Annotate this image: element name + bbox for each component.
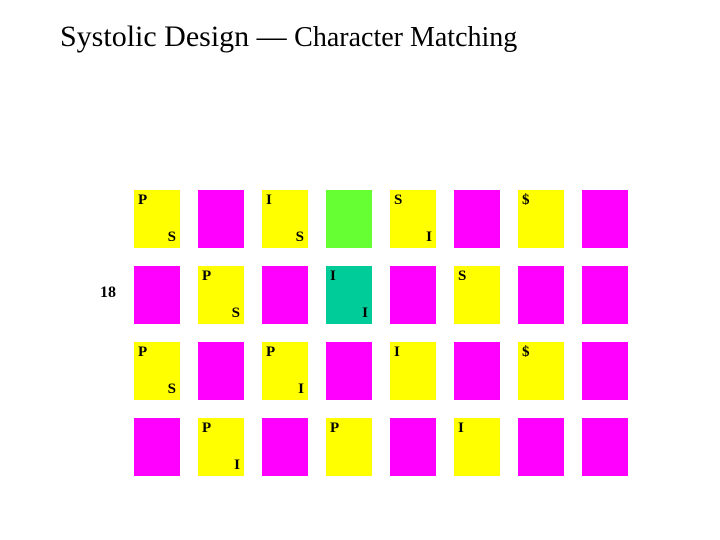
cell-top-left-char: $ — [522, 344, 530, 361]
title-sub: Character Matching — [294, 22, 517, 53]
grid-cell — [582, 266, 628, 324]
cell-top-left-char: P — [266, 344, 275, 361]
cell-bottom-right-char: I — [426, 229, 432, 246]
grid-cell: $ — [518, 190, 564, 248]
grid-cell: IS — [262, 190, 308, 248]
slide-title: Systolic Design — Character Matching — [60, 20, 517, 54]
cell-bottom-right-char: S — [296, 229, 304, 246]
grid-cell — [198, 190, 244, 248]
cell-bottom-right-char: S — [168, 381, 176, 398]
cell-top-left-char: P — [138, 344, 147, 361]
grid-cell — [326, 342, 372, 400]
grid-cell — [454, 190, 500, 248]
cell-top-left-char: I — [394, 344, 400, 361]
grid-row: PSPII$ — [100, 342, 646, 400]
cell-bottom-right-char: S — [168, 229, 176, 246]
grid-cell: $ — [518, 342, 564, 400]
cell-top-left-char: I — [458, 420, 464, 437]
grid-row: 18PSIIS — [100, 266, 646, 324]
cell-top-left-char: P — [330, 420, 339, 437]
cell-bottom-right-char: I — [298, 381, 304, 398]
cell-top-left-char: P — [202, 268, 211, 285]
row-label — [100, 190, 130, 208]
grid-cell: PS — [198, 266, 244, 324]
cell-bottom-right-char: I — [234, 457, 240, 474]
grid-cell: I — [390, 342, 436, 400]
grid-cell — [518, 266, 564, 324]
title-main: Systolic Design — [60, 20, 249, 53]
grid-cell: II — [326, 266, 372, 324]
cell-bottom-right-char: I — [362, 305, 368, 322]
grid-cell — [134, 266, 180, 324]
grid-cell — [390, 266, 436, 324]
grid-cell: S — [454, 266, 500, 324]
row-label — [100, 342, 130, 360]
grid-cell — [198, 342, 244, 400]
grid-cell — [134, 418, 180, 476]
grid-cell — [518, 418, 564, 476]
grid-cell — [454, 342, 500, 400]
row-label — [100, 418, 130, 436]
grid-cell: PI — [198, 418, 244, 476]
cell-top-left-char: S — [458, 268, 466, 285]
grid-cell: P — [326, 418, 372, 476]
cell-top-left-char: P — [202, 420, 211, 437]
cell-top-left-char: $ — [522, 192, 530, 209]
grid-cell — [582, 342, 628, 400]
grid-row: PIPI — [100, 418, 646, 476]
grid-cell — [390, 418, 436, 476]
systolic-grid: PSISSI$18PSIISPSPII$PIPI — [100, 190, 646, 494]
grid-cell — [582, 418, 628, 476]
title-dash: — — [249, 20, 294, 53]
grid-cell: I — [454, 418, 500, 476]
cell-top-left-char: S — [394, 192, 402, 209]
cell-top-left-char: I — [266, 192, 272, 209]
grid-cell — [262, 418, 308, 476]
grid-cell: SI — [390, 190, 436, 248]
grid-row: PSISSI$ — [100, 190, 646, 248]
row-label: 18 — [100, 266, 130, 302]
cell-bottom-right-char: S — [232, 305, 240, 322]
cell-top-left-char: P — [138, 192, 147, 209]
grid-cell: PS — [134, 190, 180, 248]
grid-cell: PI — [262, 342, 308, 400]
grid-cell — [326, 190, 372, 248]
grid-cell: PS — [134, 342, 180, 400]
grid-cell — [582, 190, 628, 248]
cell-top-left-char: I — [330, 268, 336, 285]
grid-cell — [262, 266, 308, 324]
